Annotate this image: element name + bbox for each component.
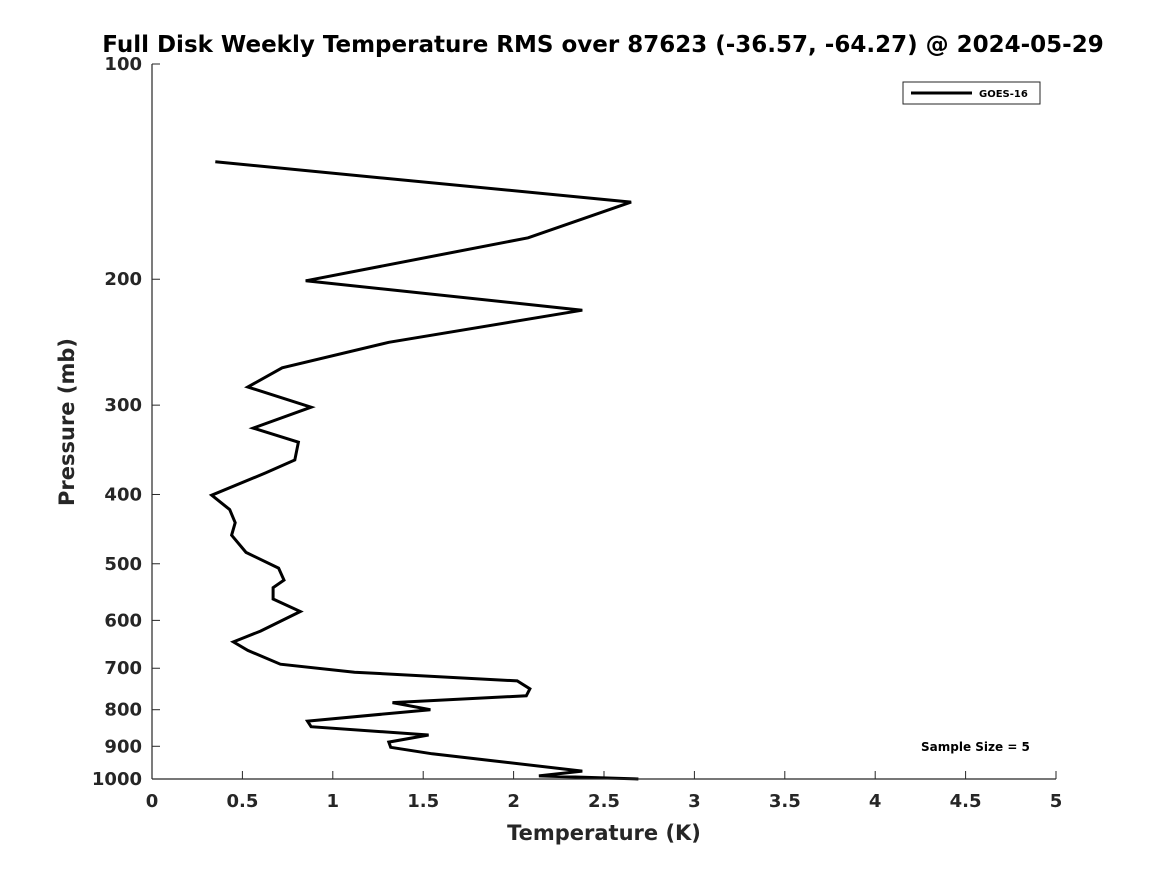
legend: GOES-16 (902, 81, 1041, 105)
legend-label: GOES-16 (979, 89, 1028, 100)
x-axis-label: Temperature (K) (507, 821, 701, 845)
x-tick-label: 5 (1050, 791, 1063, 812)
series-group (208, 160, 639, 781)
x-tick-label: 1 (327, 791, 340, 812)
y-tick-label: 700 (104, 658, 142, 679)
y-axis-ticks: 100 200 300 400 500 600 700 800 900 1000 (92, 54, 160, 790)
y-axis-label: Pressure (mb) (55, 338, 79, 506)
y-tick-label: 100 (104, 54, 142, 75)
x-tick-label: 3.5 (769, 791, 801, 812)
y-tick-label: 300 (104, 395, 142, 416)
y-tick-label: 200 (104, 269, 142, 290)
y-tick-label: 500 (104, 554, 142, 575)
sample-size-annotation: Sample Size = 5 (921, 740, 1030, 754)
x-tick-label: 0 (146, 791, 159, 812)
x-tick-label: 0.5 (226, 791, 258, 812)
x-tick-label: 4.5 (950, 791, 982, 812)
x-tick-label: 1.5 (407, 791, 439, 812)
x-tick-label: 2.5 (588, 791, 620, 812)
chart-title: Full Disk Weekly Temperature RMS over 87… (102, 32, 1104, 58)
x-tick-label: 3 (688, 791, 701, 812)
y-tick-label: 900 (104, 736, 142, 757)
x-tick-label: 4 (869, 791, 882, 812)
y-tick-label: 800 (104, 700, 142, 721)
series-line-goes-16 (208, 160, 639, 781)
x-tick-label: 2 (507, 791, 520, 812)
y-tick-label: 600 (104, 610, 142, 631)
y-tick-label: 400 (104, 484, 142, 505)
y-tick-label: 1000 (92, 769, 142, 790)
x-axis-ticks: 0 0.5 1 1.5 2 2.5 3 3.5 4 4.5 5 (146, 771, 1063, 812)
